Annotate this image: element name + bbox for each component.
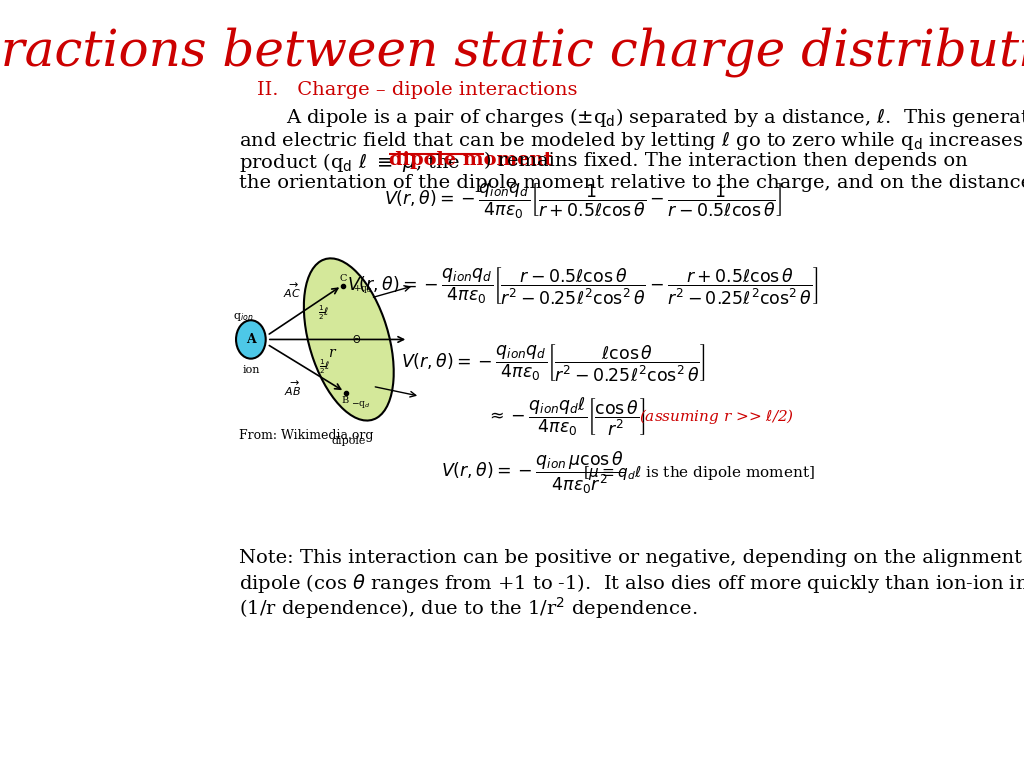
Text: $\frac{1}{2}\ell$: $\frac{1}{2}\ell$ [319,357,331,376]
Text: [$\mu \equiv q_d\ell$ is the dipole moment]: [$\mu \equiv q_d\ell$ is the dipole mome… [583,464,815,482]
Text: (1/r dependence), due to the 1/r$^2$ dependence.: (1/r dependence), due to the 1/r$^2$ dep… [239,595,697,621]
Ellipse shape [304,258,393,421]
Text: (assuming r >> $\ell$/2): (assuming r >> $\ell$/2) [639,407,795,425]
Circle shape [237,320,265,359]
Text: +q$_d$: +q$_d$ [353,283,373,295]
Text: Note: This interaction can be positive or negative, depending on the alignment o: Note: This interaction can be positive o… [239,549,1024,567]
Text: $\Theta$: $\Theta$ [352,333,361,346]
Text: ion: ion [242,365,260,375]
Text: dipole (cos $\theta$ ranges from +1 to -1).  It also dies off more quickly than : dipole (cos $\theta$ ranges from +1 to -… [239,572,1024,595]
Text: ) remains fixed. The interaction then depends on: ) remains fixed. The interaction then de… [484,151,968,170]
Text: Interactions between static charge distributions: Interactions between static charge distr… [0,27,1024,77]
Text: dipole moment: dipole moment [389,151,553,169]
Text: C: C [340,273,347,283]
Text: dipole: dipole [332,436,366,446]
Text: $\overrightarrow{AC}$: $\overrightarrow{AC}$ [284,281,301,300]
Text: r: r [328,346,334,359]
Text: A dipole is a pair of charges ($\pm$q$_\mathrm{d}$) separated by a distance, $\e: A dipole is a pair of charges ($\pm$q$_\… [287,106,1024,129]
Text: A: A [246,333,256,346]
Text: B: B [341,396,348,405]
Text: $V(r,\theta) = -\dfrac{q_{ion}q_d}{4\pi\varepsilon_0}\left[\dfrac{r-0.5\ell\cos\: $V(r,\theta) = -\dfrac{q_{ion}q_d}{4\pi\… [347,265,819,306]
Text: product (q$_\mathrm{d}$ $\ell$ $\equiv$ $\mu$, the: product (q$_\mathrm{d}$ $\ell$ $\equiv$ … [239,151,462,174]
Text: $V(r,\theta) = -\dfrac{q_{ion}q_d}{4\pi\varepsilon_0}\left[\dfrac{\ell\cos\theta: $V(r,\theta) = -\dfrac{q_{ion}q_d}{4\pi\… [401,342,707,383]
Text: $\overrightarrow{AB}$: $\overrightarrow{AB}$ [284,380,301,399]
Text: $\approx -\dfrac{q_{ion}q_d\ell}{4\pi\varepsilon_0}\left[\dfrac{\cos\theta}{r^2}: $\approx -\dfrac{q_{ion}q_d\ell}{4\pi\va… [485,395,645,438]
Text: II.   Charge – dipole interactions: II. Charge – dipole interactions [257,81,578,98]
Text: $-$q$_d$: $-$q$_d$ [350,399,370,410]
Text: $V(r,\theta) = -\dfrac{q_{ion}\,\mu\cos\theta}{4\pi\varepsilon_0 r^2}$: $V(r,\theta) = -\dfrac{q_{ion}\,\mu\cos\… [441,450,625,496]
Text: $\frac{1}{2}\ell$: $\frac{1}{2}\ell$ [318,303,330,322]
Text: From: Wikimedia.org: From: Wikimedia.org [239,429,374,442]
Text: the orientation of the dipole moment relative to the charge, and on the distance: the orientation of the dipole moment rel… [239,174,1024,191]
Text: and electric field that can be modeled by letting $\ell$ go to zero while q$_\ma: and electric field that can be modeled b… [239,129,1024,152]
Text: q$_{ion}$: q$_{ion}$ [233,310,254,323]
Text: $V(r,\theta) = -\dfrac{q_{ion}q_d}{4\pi\varepsilon_0}\left[\dfrac{1}{r+0.5\ell\c: $V(r,\theta) = -\dfrac{q_{ion}q_d}{4\pi\… [384,181,782,221]
